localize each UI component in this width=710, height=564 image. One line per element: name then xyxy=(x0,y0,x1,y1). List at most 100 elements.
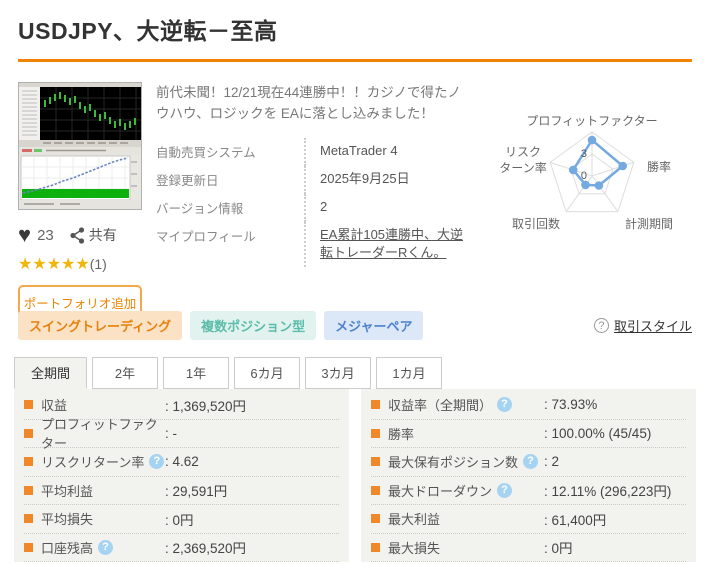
like-count: 23 xyxy=(37,226,54,244)
radar-axis-label: ターン率 xyxy=(499,160,546,175)
radar-spoke xyxy=(591,175,619,212)
product-summary-section: ♥ 23 共有 ★★★★★(1) ポートフォリオ追加 xyxy=(0,62,710,320)
page-title: USDJPY、大逆転－至高 xyxy=(18,18,278,44)
trade-style-help[interactable]: ? 取引スタイル xyxy=(593,316,692,335)
bullet-icon xyxy=(371,428,380,438)
product-info-table: 自動売買システム MetaTrader 4 登録更新日 2025年9月25日 バージョン… xyxy=(156,137,472,268)
stat-row: 平均利益: 29,591円 xyxy=(24,477,339,505)
radar-axis-label: リスク xyxy=(505,145,541,159)
info-row: バージョン情報 2 xyxy=(156,193,472,222)
info-row: 自動売買システム MetaTrader 4 xyxy=(156,137,472,166)
info-value: MetaTrader 4 xyxy=(304,137,472,166)
stat-label: 口座残高? xyxy=(41,538,165,557)
mt4-chart-thumbnail-image[interactable] xyxy=(18,82,142,210)
trade-style-link[interactable]: 取引スタイル xyxy=(613,318,692,334)
help-icon[interactable]: ? xyxy=(98,539,114,555)
help-icon[interactable]: ? xyxy=(497,482,513,498)
tag-chip-2[interactable]: 複数ポジション型 xyxy=(190,310,317,340)
info-value: 2 xyxy=(304,193,472,222)
help-icon[interactable]: ? xyxy=(149,454,165,470)
tag-chip-3[interactable]: メジャーペア xyxy=(324,310,424,340)
stat-label: 最大保有ポジション数? xyxy=(388,452,544,471)
tab-period-1[interactable]: 全期間 xyxy=(14,357,87,389)
tag-list: スイングトレーディング 複数ポジション型 メジャーペア xyxy=(18,310,431,340)
stat-row: プロフィットファクター : - xyxy=(24,417,339,451)
bullet-icon xyxy=(24,485,33,495)
stat-label: プロフィットファクター xyxy=(41,417,158,452)
info-label: 自動売買システム xyxy=(156,146,256,161)
stat-row: 最大利益 : 61,400円 xyxy=(371,505,686,534)
tab-period-3[interactable]: 1年 xyxy=(163,357,229,389)
tab-period-5[interactable]: 3カ月 xyxy=(305,357,371,389)
stat-row: 最大保有ポジション数?: 2 xyxy=(371,448,686,477)
share-button[interactable]: 共有 xyxy=(70,225,117,245)
radar-grid-outer xyxy=(549,131,635,213)
radar-data-point xyxy=(581,180,590,190)
info-label: マイプロフィール xyxy=(156,230,256,245)
rating-stars[interactable]: ★★★★★(1) xyxy=(18,254,144,274)
like-button[interactable]: ♥ 23 xyxy=(18,224,54,246)
product-description: 前代未聞！12/21現在44連勝中！！カジノで得たノウハウ、ロジックを EAに落… xyxy=(156,85,462,122)
stat-label: 収益 xyxy=(41,398,68,414)
stat-label: 最大利益 xyxy=(388,512,441,528)
stat-row: リスクリターン率?: 4.62 xyxy=(24,448,339,477)
stat-value: : 61,400円 xyxy=(544,512,607,528)
bullet-icon xyxy=(24,542,33,552)
profile-link[interactable]: EA累計105連勝中、大逆転トレーダーRくん。 xyxy=(320,227,464,261)
stat-value: : 73.93% xyxy=(544,397,598,413)
bullet-icon xyxy=(371,457,380,467)
stat-row: 平均損失: 0円 xyxy=(24,505,339,534)
stat-row: 最大ドローダウン?: 12.11% (296,223円) xyxy=(371,477,686,505)
tab-period-6[interactable]: 1カ月 xyxy=(376,357,442,389)
stat-value: : 0円 xyxy=(544,541,573,557)
tab-period-2[interactable]: 2年 xyxy=(92,357,158,389)
stat-value: : 2 xyxy=(544,454,560,470)
bullet-icon xyxy=(371,542,380,552)
radar-data-point xyxy=(568,165,578,175)
heart-icon: ♥ xyxy=(18,222,32,247)
share-label: 共有 xyxy=(88,227,117,243)
stat-value: : 4.62 xyxy=(165,454,199,470)
radar-axis-label: 取引回数 xyxy=(512,216,560,231)
bullet-icon xyxy=(371,400,380,410)
bullet-icon xyxy=(24,514,33,524)
question-icon: ? xyxy=(593,317,609,333)
info-value: 2025年9月25日 xyxy=(304,165,472,194)
stat-value: : 1,369,520円 xyxy=(165,398,247,414)
bullet-icon xyxy=(371,485,380,495)
bullet-icon xyxy=(371,514,380,524)
help-icon[interactable]: ? xyxy=(497,397,513,413)
stat-value: : 12.11% (296,223円) xyxy=(544,484,672,500)
title-divider xyxy=(18,59,692,62)
tag-chip-1[interactable]: スイングトレーディング xyxy=(18,310,183,340)
info-label: 登録更新日 xyxy=(156,174,219,189)
stat-row: 口座残高?: 2,369,520円 xyxy=(24,534,339,562)
period-tabs: 全期間 2年 1年 6カ月 3カ月 1カ月 xyxy=(0,357,710,389)
stat-row: 勝率 : 100.00% (45/45) xyxy=(371,420,686,448)
stat-value: : 0円 xyxy=(165,512,194,528)
stat-label: 平均利益 xyxy=(41,483,94,499)
stat-value: : 100.00% (45/45) xyxy=(544,425,652,441)
stats-panel: 収益 : 1,369,520円 プロフィットファクター : - リスクリターン率?: 4… xyxy=(14,389,696,562)
radar-tick-label: 0 xyxy=(581,170,587,182)
radar-data-point xyxy=(587,135,597,145)
radar-data-point xyxy=(618,161,627,171)
radar-tick-label: 3 xyxy=(581,148,587,160)
help-icon[interactable]: ? xyxy=(523,454,539,470)
stat-value: : - xyxy=(165,425,177,441)
radar-data-point xyxy=(594,181,604,190)
bullet-icon xyxy=(24,428,33,438)
info-row: マイプロフィール EA累計105連勝中、大逆転トレーダーRくん。 xyxy=(156,221,472,268)
stats-left-column: 収益 : 1,369,520円 プロフィットファクター : - リスクリターン率?: 4… xyxy=(14,389,349,562)
info-value: EA累計105連勝中、大逆転トレーダーRくん。 xyxy=(304,221,472,268)
review-count: (1) xyxy=(89,256,107,272)
stat-value: : 2,369,520円 xyxy=(165,541,247,557)
stat-label: 勝率 xyxy=(388,426,415,442)
stats-right-column: 収益率（全期間）?: 73.93% 勝率: 100.00% (45/45) 最大保有… xyxy=(361,389,696,562)
bullet-icon xyxy=(24,400,33,410)
radar-axis-label: 勝率 xyxy=(647,159,671,174)
info-label: バージョン情報 xyxy=(156,202,244,217)
tab-period-4[interactable]: 6カ月 xyxy=(234,357,300,389)
